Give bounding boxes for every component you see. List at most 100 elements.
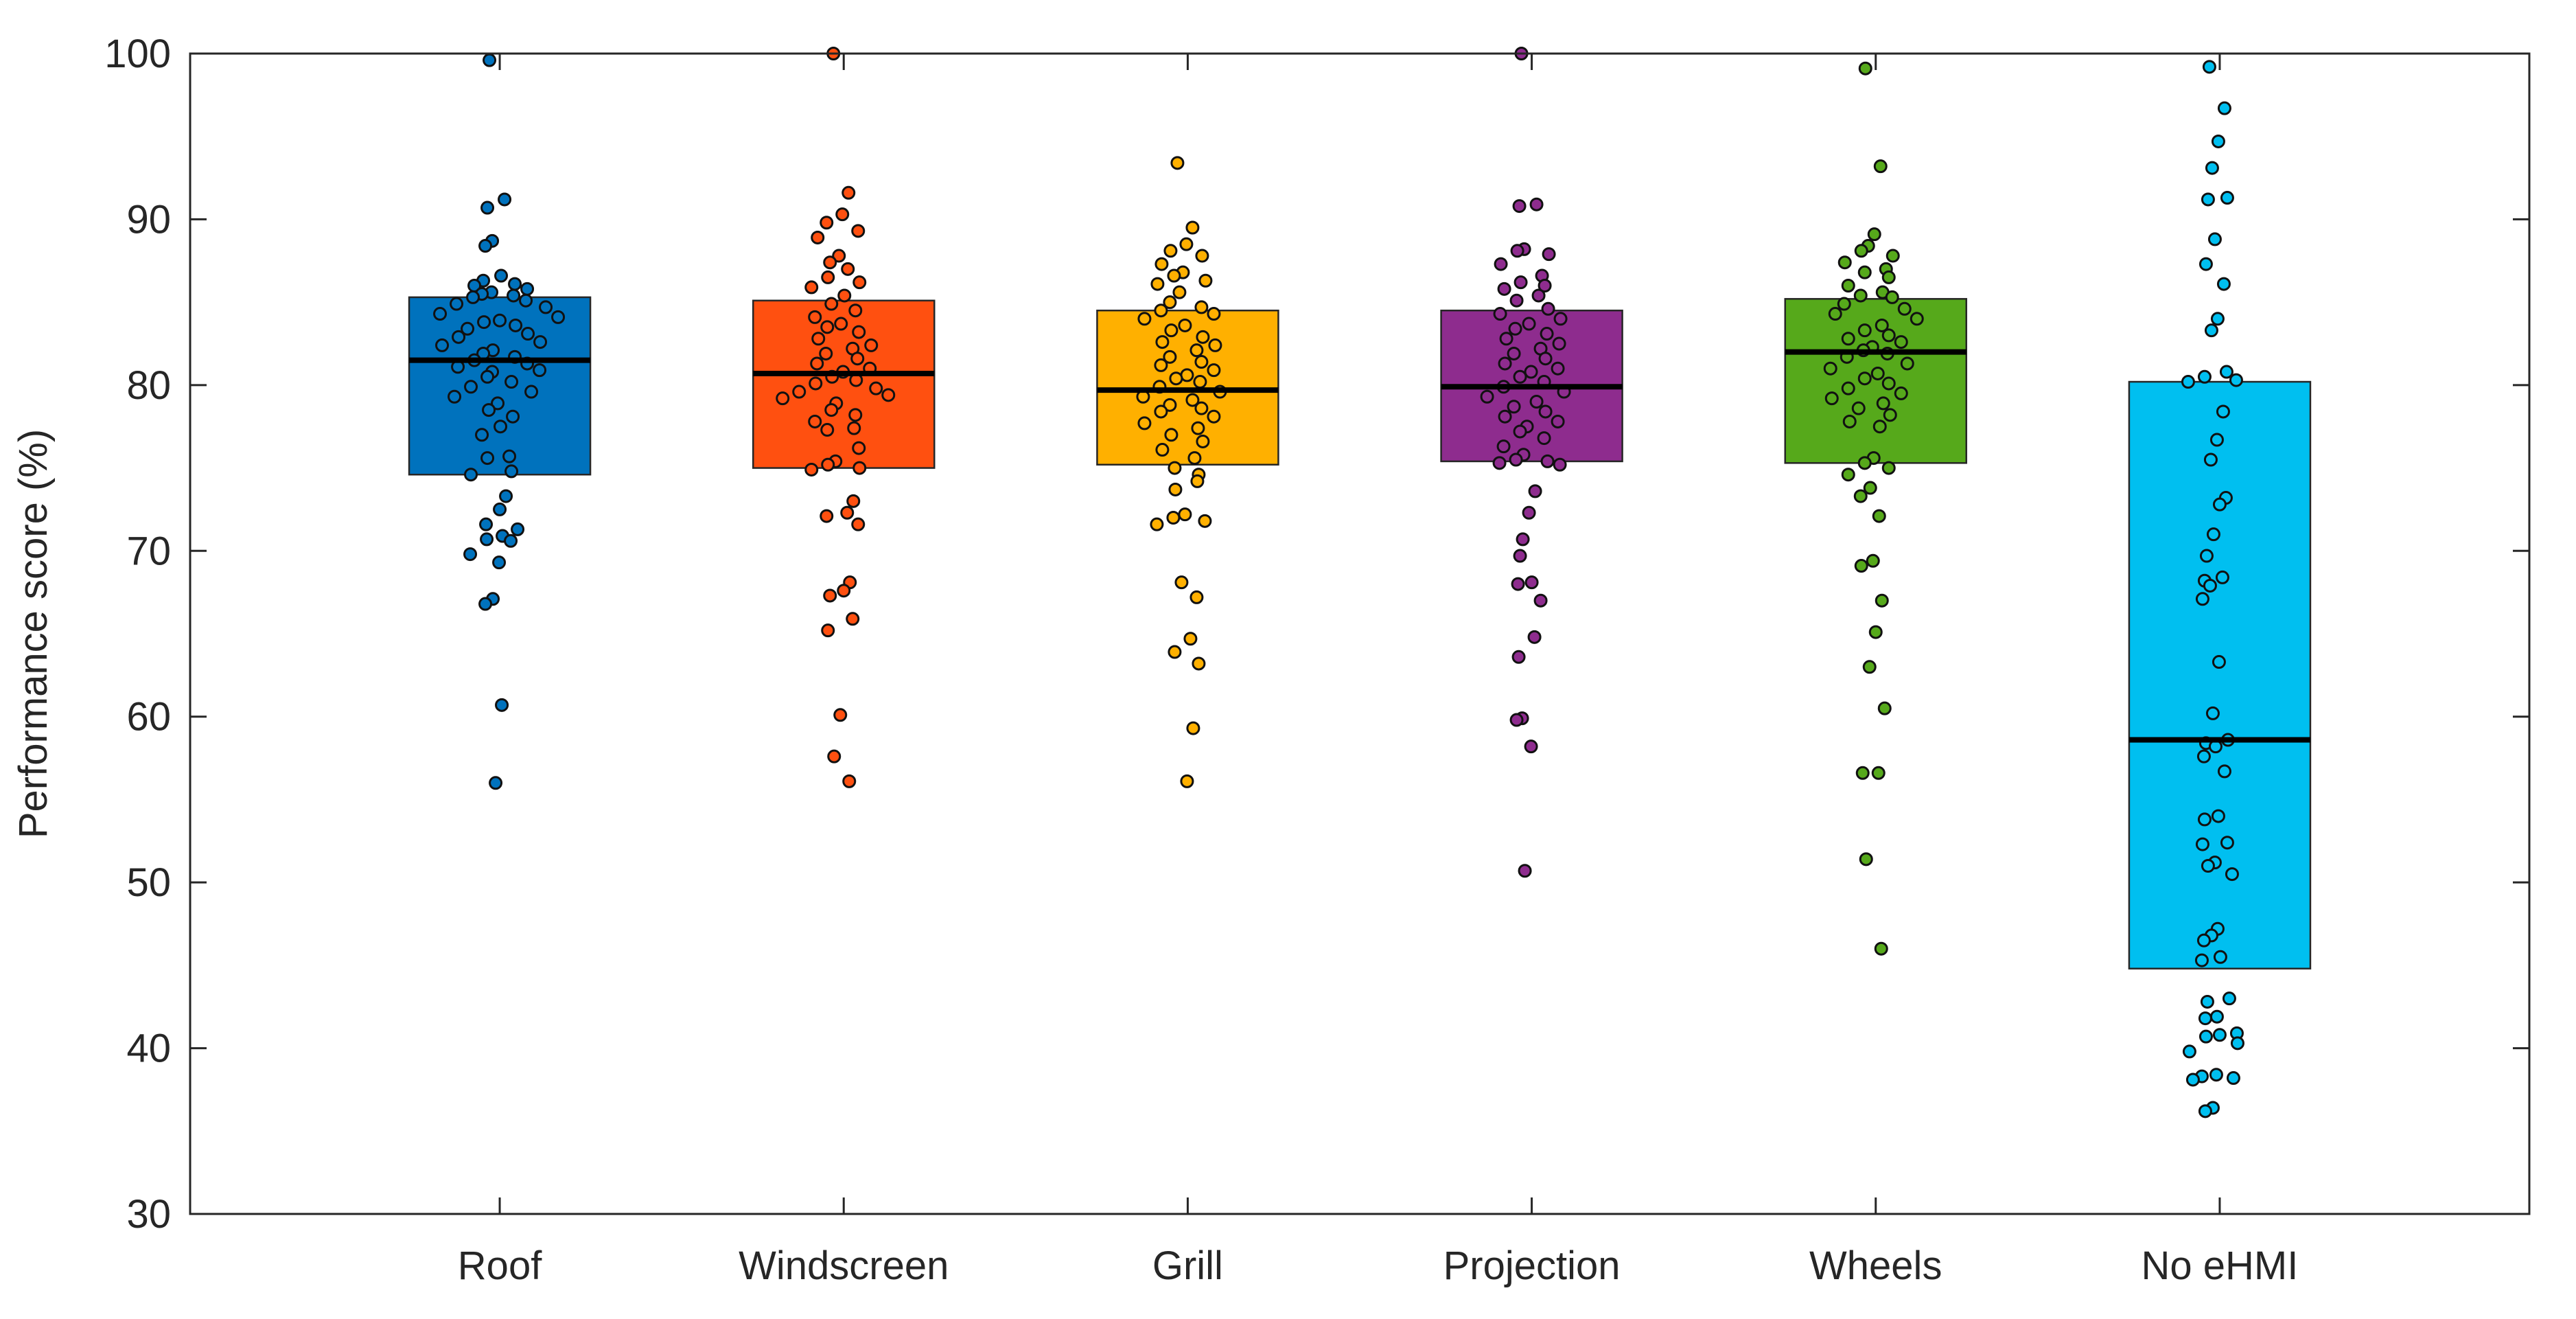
data-point (824, 403, 839, 417)
data-point (1531, 288, 1546, 303)
y-axis-label: Performance score (%) (11, 429, 56, 838)
data-point (1858, 61, 1872, 76)
y-tick-label: 50 (126, 860, 171, 905)
data-point (804, 280, 819, 295)
data-point (2212, 655, 2226, 669)
data-point (1841, 381, 1855, 395)
data-point (827, 749, 842, 764)
data-point (2212, 497, 2227, 512)
data-point (433, 307, 448, 321)
data-point (1883, 408, 1897, 422)
data-point (1507, 400, 1521, 414)
data-point (848, 408, 863, 422)
data-point (1529, 197, 1544, 211)
data-point (2201, 192, 2215, 207)
data-point (1207, 307, 1221, 321)
data-point (1877, 701, 1892, 715)
data-point (524, 385, 539, 399)
data-point (2198, 1029, 2213, 1044)
data-point (1881, 376, 1896, 391)
data-point (1170, 156, 1185, 170)
data-point (1194, 300, 1209, 314)
data-point (1494, 257, 1508, 271)
data-point (511, 522, 525, 536)
data-point (820, 216, 834, 230)
data-point (1168, 645, 1182, 659)
data-point (1183, 632, 1198, 646)
data-point (1862, 660, 1877, 674)
data-point (1195, 249, 1209, 263)
data-point (1172, 285, 1187, 299)
data-point (1513, 549, 1527, 563)
data-point (1174, 575, 1189, 590)
data-point (2194, 953, 2209, 967)
data-point (1874, 941, 1888, 956)
data-point (1187, 451, 1202, 466)
data-point (809, 376, 823, 391)
data-point (1509, 713, 1524, 727)
data-point (2211, 134, 2225, 148)
data-point (551, 310, 566, 324)
data-point (1894, 335, 1908, 349)
data-point (1196, 434, 1210, 448)
data-point (811, 230, 825, 244)
y-tick-label: 30 (126, 1192, 171, 1237)
data-point (1854, 244, 1868, 258)
data-point (1910, 312, 1924, 326)
data-point (1876, 396, 1890, 411)
data-point (820, 320, 835, 334)
data-point (1524, 575, 1539, 590)
data-point (1498, 356, 1512, 371)
data-point (1163, 398, 1177, 412)
data-point (450, 297, 464, 311)
y-tick-label: 80 (126, 363, 171, 408)
data-point (1842, 414, 1857, 428)
data-point (519, 293, 533, 308)
data-point (1150, 517, 1164, 531)
data-point (1207, 409, 1221, 424)
data-point (1480, 389, 1494, 404)
data-point (1513, 424, 1527, 439)
data-point (1196, 330, 1210, 344)
data-point (1496, 439, 1511, 454)
data-point (1180, 774, 1194, 788)
data-point (841, 262, 855, 276)
data-point (477, 315, 491, 330)
data-point (1513, 275, 1528, 290)
data-point (1178, 318, 1192, 332)
data-point (533, 363, 547, 378)
data-point (1154, 358, 1168, 372)
data-point (2210, 312, 2225, 326)
data-point (1164, 428, 1179, 442)
y-tick-label: 60 (126, 695, 171, 739)
data-point (2197, 369, 2212, 384)
data-point (2198, 257, 2213, 271)
data-point (1873, 159, 1888, 174)
data-point (2197, 812, 2212, 827)
data-point (495, 698, 509, 712)
x-tick-label: Projection (1443, 1243, 1621, 1288)
data-point (1192, 656, 1206, 671)
points-layer (433, 47, 2244, 1119)
data-point (2203, 452, 2218, 467)
data-point (482, 403, 496, 417)
data-point (1190, 343, 1204, 358)
data-point (1841, 332, 1855, 346)
data-point (1859, 852, 1873, 867)
data-point (848, 303, 863, 318)
x-tick-label: Wheels (1809, 1243, 1942, 1288)
data-point (461, 321, 475, 336)
data-point (847, 421, 861, 435)
data-point (1897, 301, 1912, 316)
data-point (1198, 273, 1213, 288)
data-point (1870, 366, 1885, 380)
data-point (1179, 237, 1194, 251)
data-point (2211, 809, 2225, 823)
data-point (2216, 404, 2230, 419)
data-point (539, 300, 553, 314)
data-point (1881, 328, 1896, 343)
data-point (2203, 578, 2217, 593)
data-point (1169, 371, 1183, 386)
data-point (1198, 514, 1212, 528)
data-point (494, 268, 509, 283)
